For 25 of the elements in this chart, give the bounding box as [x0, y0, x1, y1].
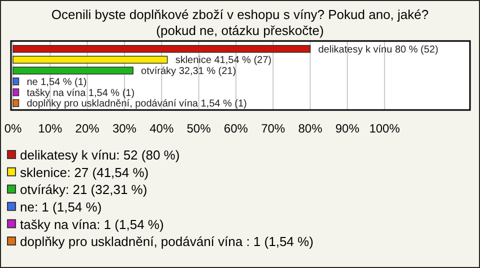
x-tick-label: 20% [75, 122, 100, 136]
legend-label: sklenice: 27 (41,54 %) [20, 164, 149, 180]
x-tick-label: 50% [186, 122, 212, 136]
x-tick-label: 40% [150, 122, 174, 136]
legend-label: doplňky pro uskladnění, podávání vína : 1 (1,54 %) [20, 234, 314, 250]
data-label: doplňky pro uskladnění, podávání vína 1,54 % (1) [26, 98, 247, 110]
chart-subtitle: (pokud ne, otázku přeskočte) [156, 23, 324, 38]
legend-label: ne: 1 (1,54 %) [20, 199, 102, 214]
x-tick-label: 100% [369, 122, 400, 136]
x-tick-label: 90% [335, 122, 360, 136]
legend-label: tašky na vína: 1 (1,54 %) [20, 216, 164, 232]
x-tick-label: 70% [261, 122, 286, 136]
x-tick-label: 30% [112, 122, 137, 136]
chart-title: Ocenili byste doplňkové zboží v eshopu s víny? Pokud ano, jaké? [51, 7, 429, 22]
data-label: tašky na vína 1,54 % (1) [26, 88, 135, 99]
legend-label: delikatesy k vínu: 52 (80 %) [20, 148, 180, 163]
x-tick-label: 10% [38, 122, 62, 136]
data-label: delikatesy k vínu 80 % (52) [318, 44, 438, 56]
x-tick-label: 80% [298, 122, 323, 136]
data-label: sklenice 41,54 % (27) [175, 55, 272, 66]
legend-label: otvíráky: 21 (32,31 %) [20, 182, 148, 198]
data-label: ne 1,54 % (1) [26, 76, 87, 88]
x-tick-label: 0% [4, 122, 22, 136]
data-label: otvíráky 32,31 % (21) [141, 66, 236, 78]
x-tick-label: 60% [224, 122, 248, 136]
